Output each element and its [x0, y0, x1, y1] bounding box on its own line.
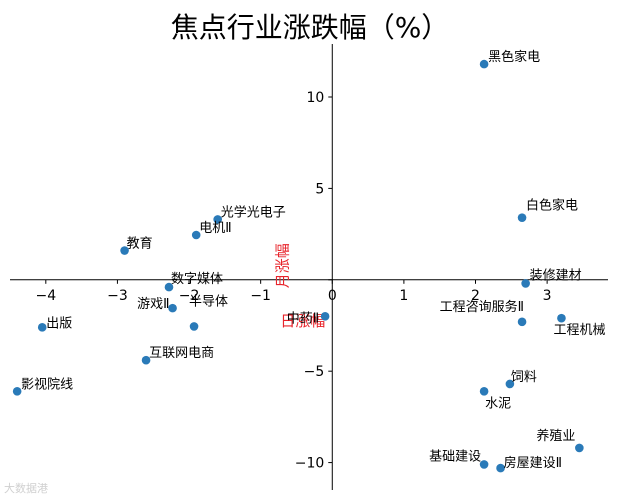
data-point [479, 59, 489, 69]
y-tick-label: 10 [306, 90, 324, 106]
data-point [191, 230, 201, 240]
point-label: 黑色家电 [488, 49, 540, 65]
point-label: 互联网电商 [149, 346, 214, 361]
point-label: 工程咨询服务Ⅱ [440, 299, 524, 315]
data-point [479, 386, 489, 396]
data-point [496, 463, 505, 473]
x-tick-label: −3 [107, 288, 128, 304]
watermark: 大数据港 [4, 482, 48, 495]
point-label: 养殖业 [536, 428, 575, 444]
y-axis-label: 月涨幅 [273, 243, 291, 288]
y-tick-label: −5 [304, 364, 325, 380]
point-label: 中药Ⅱ [287, 311, 319, 326]
point-label: 房屋建设Ⅱ [504, 455, 562, 471]
x-axis-label: 日涨幅 [280, 312, 325, 330]
data-point [120, 246, 129, 255]
x-tick-label: −1 [250, 288, 271, 304]
point-label: 光学光电子 [221, 204, 286, 220]
data-point [517, 317, 527, 327]
data-point [12, 386, 22, 396]
data-point [213, 215, 222, 224]
point-label: 游戏Ⅱ [137, 297, 169, 312]
y-tick-label: −10 [295, 456, 325, 472]
data-point [479, 460, 489, 469]
data-point [168, 303, 177, 313]
data-point [575, 443, 584, 453]
point-label: 白色家电 [526, 198, 578, 214]
point-label: 影视院线 [21, 377, 73, 392]
point-label: 数字媒体 [171, 272, 223, 287]
point-label: 半导体 [189, 294, 228, 309]
point-label: 装修建材 [530, 268, 582, 283]
data-point [517, 213, 527, 222]
point-label: 电机Ⅱ [199, 221, 231, 236]
x-tick-label: 1 [399, 288, 408, 304]
x-tick-label: 0 [328, 288, 337, 304]
x-tick-label: 2 [471, 288, 480, 304]
point-label: 工程机械 [553, 323, 605, 338]
x-tick-label: −2 [179, 288, 200, 304]
data-point [164, 282, 174, 292]
data-point [557, 313, 566, 323]
data-point [37, 323, 47, 332]
point-label: 水泥 [485, 396, 511, 411]
data-point [141, 355, 151, 365]
point-label: 教育 [127, 236, 153, 252]
y-tick-label: 5 [315, 181, 324, 197]
chart-title: 焦点行业涨跌幅（%） [170, 11, 450, 44]
point-label: 基础建设 [429, 449, 481, 464]
x-tick-label: −4 [35, 288, 56, 304]
data-point [320, 312, 330, 321]
point-label: 出版 [46, 316, 72, 331]
point-label: 饲料 [511, 370, 537, 385]
x-tick-label: 3 [543, 288, 552, 304]
data-point [505, 379, 515, 389]
data-point [521, 279, 530, 288]
data-point [189, 322, 199, 331]
